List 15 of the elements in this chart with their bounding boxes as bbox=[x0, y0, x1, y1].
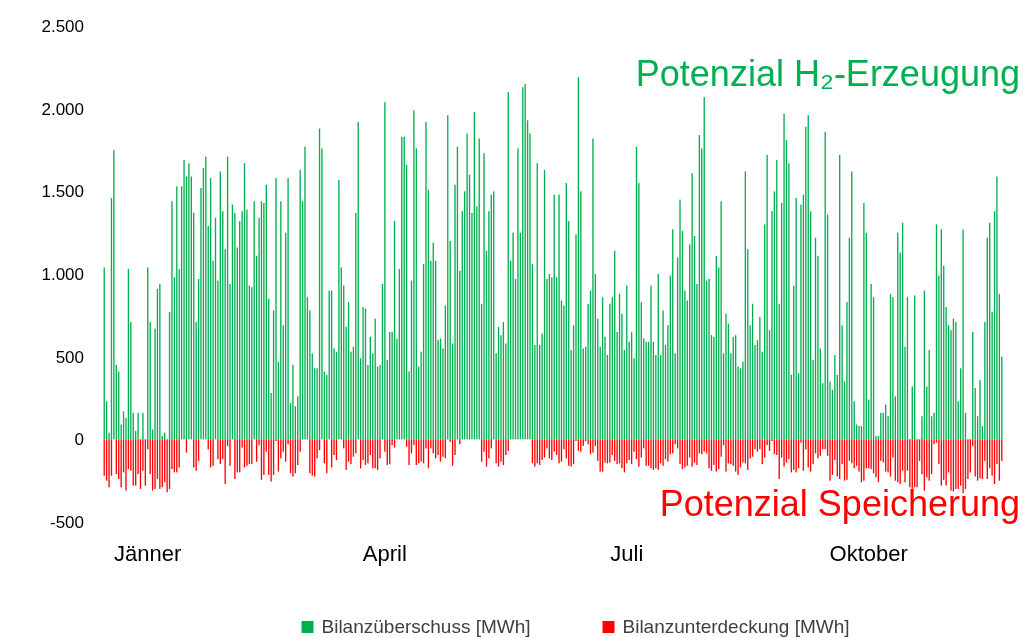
legend-label: Bilanzunterdeckung [MWh] bbox=[622, 616, 850, 637]
y-tick-label: 500 bbox=[55, 347, 84, 367]
x-tick-label: April bbox=[362, 541, 407, 566]
y-tick-label: -500 bbox=[49, 512, 84, 532]
y-tick-label: 1.000 bbox=[41, 264, 84, 284]
x-tick-label: Jänner bbox=[114, 541, 182, 566]
annotation: Potenzial Speicherung bbox=[659, 483, 1020, 524]
y-tick-label: 1.500 bbox=[41, 182, 84, 202]
x-tick-label: Oktober bbox=[829, 541, 908, 566]
y-tick-label: 2.000 bbox=[41, 99, 84, 119]
y-tick-label: 2.500 bbox=[41, 16, 84, 36]
annotation: Potenzial H₂-Erzeugung bbox=[635, 53, 1020, 94]
legend-label: Bilanzüberschuss [MWh] bbox=[321, 616, 531, 637]
x-tick-label: Juli bbox=[610, 541, 644, 566]
y-tick-label: 0 bbox=[74, 430, 84, 450]
